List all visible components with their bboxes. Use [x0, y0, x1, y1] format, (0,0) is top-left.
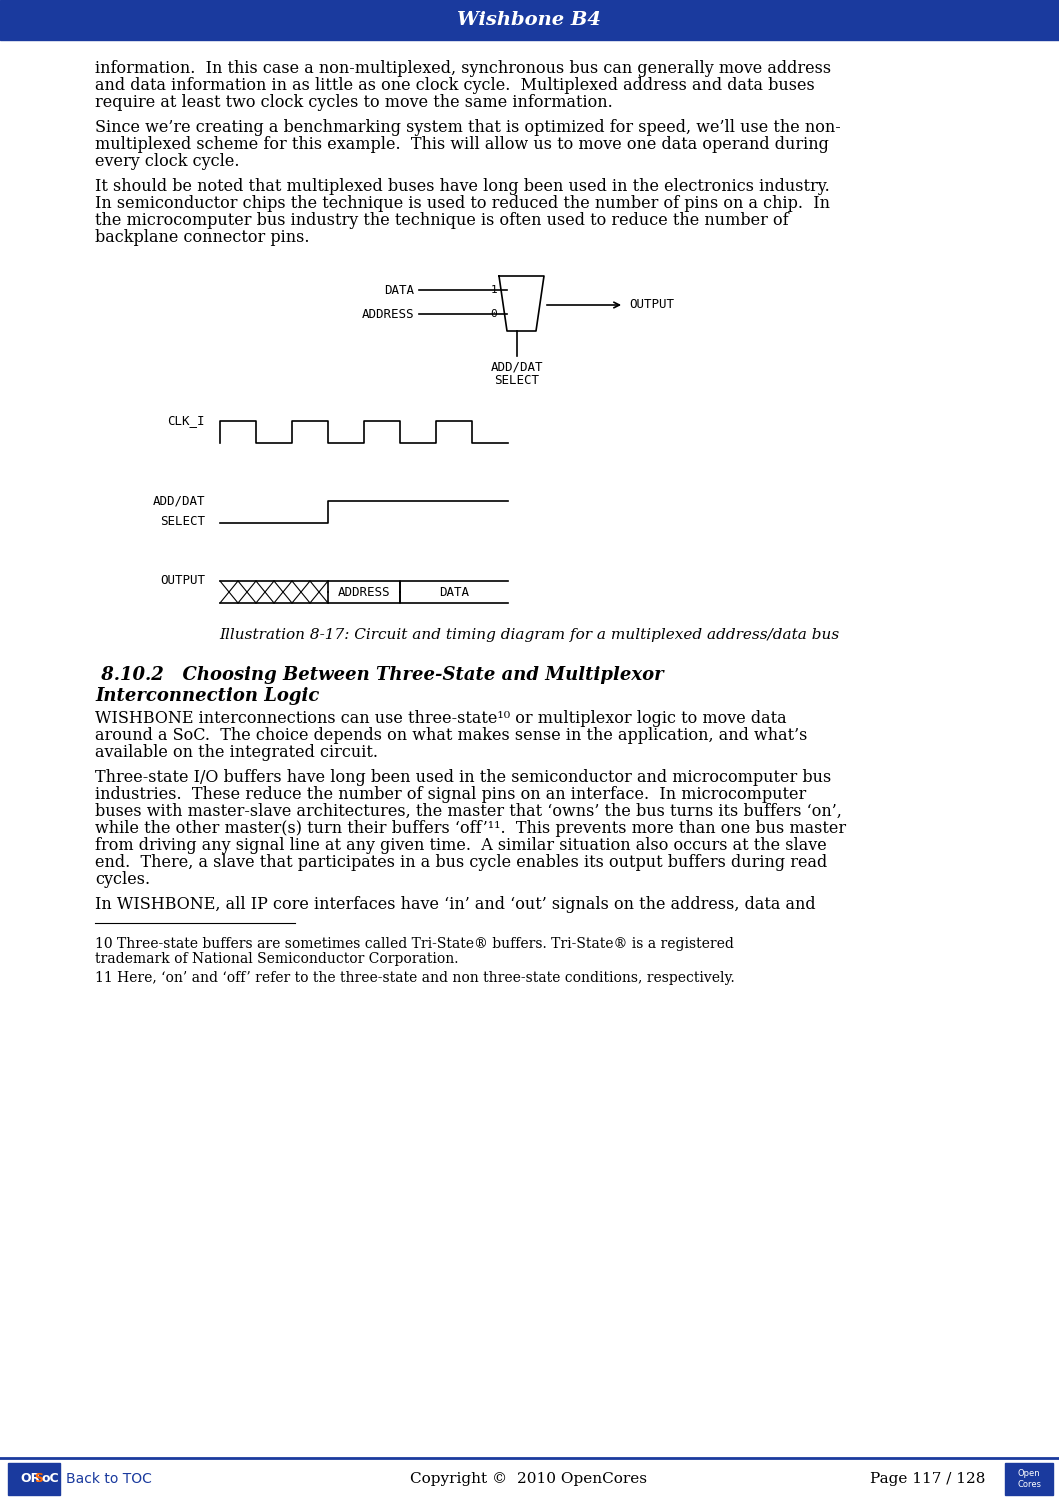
Text: from driving any signal line at any given time.  A similar situation also occurs: from driving any signal line at any give… — [95, 837, 827, 854]
Text: available on the integrated circuit.: available on the integrated circuit. — [95, 744, 378, 760]
Text: information.  In this case a non-multiplexed, synchronous bus can generally move: information. In this case a non-multiple… — [95, 60, 831, 76]
Text: buses with master-slave architectures, the master that ‘owns’ the bus turns its : buses with master-slave architectures, t… — [95, 802, 842, 820]
Text: industries.  These reduce the number of signal pins on an interface.  In microco: industries. These reduce the number of s… — [95, 786, 807, 802]
Text: ADD/DAT: ADD/DAT — [152, 495, 205, 507]
Text: around a SoC.  The choice depends on what makes sense in the application, and wh: around a SoC. The choice depends on what… — [95, 728, 808, 744]
Text: Open
Cores: Open Cores — [1017, 1470, 1041, 1488]
Text: 1: 1 — [490, 285, 497, 296]
Text: ADDRESS: ADDRESS — [361, 308, 414, 321]
Text: oC: oC — [41, 1473, 58, 1485]
Text: Since we’re creating a benchmarking system that is optimized for speed, we’ll us: Since we’re creating a benchmarking syst… — [95, 118, 841, 136]
Text: DATA: DATA — [384, 284, 414, 297]
Text: SELECT: SELECT — [160, 514, 205, 528]
Text: Page 117 / 128: Page 117 / 128 — [870, 1472, 985, 1486]
Text: OR: OR — [20, 1473, 40, 1485]
Text: Back to TOC: Back to TOC — [66, 1472, 151, 1486]
Text: Wishbone B4: Wishbone B4 — [457, 10, 602, 28]
Text: cycles.: cycles. — [95, 871, 150, 888]
Text: end.  There, a slave that participates in a bus cycle enables its output buffers: end. There, a slave that participates in… — [95, 853, 827, 871]
Bar — [0, 0, 1059, 40]
Text: DATA: DATA — [439, 585, 469, 598]
Text: ADDRESS: ADDRESS — [338, 585, 391, 598]
Text: Three-state I/O buffers have long been used in the semiconductor and microcomput: Three-state I/O buffers have long been u… — [95, 770, 831, 786]
Bar — [8, 1462, 60, 1496]
Text: ADD/DAT: ADD/DAT — [490, 362, 543, 374]
Text: CLK_I: CLK_I — [167, 414, 205, 428]
Text: Illustration 8-17: Circuit and timing diagram for a multiplexed address/data bus: Illustration 8-17: Circuit and timing di… — [219, 628, 839, 642]
Text: OUTPUT: OUTPUT — [629, 298, 674, 312]
Text: while the other master(s) turn their buffers ‘off’¹¹.  This prevents more than o: while the other master(s) turn their buf… — [95, 821, 846, 837]
Text: 8.10.2   Choosing Between Three-State and Multiplexor
Interconnection Logic: 8.10.2 Choosing Between Three-State and … — [95, 666, 664, 705]
Text: multiplexed scheme for this example.  This will allow us to move one data operan: multiplexed scheme for this example. Thi… — [95, 136, 829, 153]
Text: Copyright ©  2010 OpenCores: Copyright © 2010 OpenCores — [411, 1472, 647, 1486]
Text: the microcomputer bus industry the technique is often used to reduce the number : the microcomputer bus industry the techn… — [95, 211, 789, 230]
Text: In WISHBONE, all IP core interfaces have ‘in’ and ‘out’ signals on the address, : In WISHBONE, all IP core interfaces have… — [95, 896, 815, 914]
Text: and data information in as little as one clock cycle.  Multiplexed address and d: and data information in as little as one… — [95, 76, 815, 94]
Text: OUTPUT: OUTPUT — [160, 574, 205, 588]
Text: It should be noted that multiplexed buses have long been used in the electronics: It should be noted that multiplexed buse… — [95, 178, 830, 195]
Text: WISHBONE interconnections can use three-state¹⁰ or multiplexor logic to move dat: WISHBONE interconnections can use three-… — [95, 710, 787, 728]
Text: require at least two clock cycles to move the same information.: require at least two clock cycles to mov… — [95, 94, 613, 111]
Text: 0: 0 — [490, 309, 497, 320]
Text: every clock cycle.: every clock cycle. — [95, 153, 239, 170]
Text: 11 Here, ‘on’ and ‘off’ refer to the three-state and non three-state conditions,: 11 Here, ‘on’ and ‘off’ refer to the thr… — [95, 970, 735, 986]
Text: trademark of National Semiconductor Corporation.: trademark of National Semiconductor Corp… — [95, 952, 459, 966]
Bar — [0, 1458, 1059, 1500]
Text: 10 Three-state buffers are sometimes called Tri-State® buffers. Tri-State® is a : 10 Three-state buffers are sometimes cal… — [95, 938, 734, 951]
Text: In semiconductor chips the technique is used to reduced the number of pins on a : In semiconductor chips the technique is … — [95, 195, 830, 211]
Text: backplane connector pins.: backplane connector pins. — [95, 230, 310, 246]
Bar — [1005, 1462, 1053, 1496]
Text: S: S — [34, 1473, 43, 1485]
Text: SELECT: SELECT — [495, 374, 539, 387]
